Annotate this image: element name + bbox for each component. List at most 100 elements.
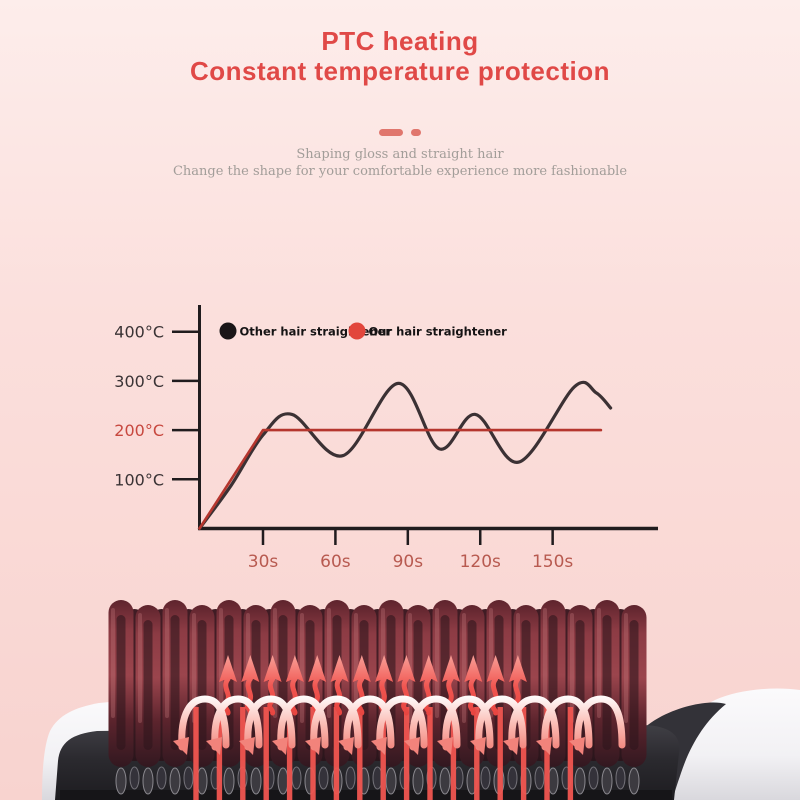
bristle-tip-back (534, 766, 545, 790)
bristle-tip (628, 767, 640, 795)
heat-up-arrow-head (263, 655, 282, 682)
heat-up-arrow-head (219, 655, 237, 682)
axis-x-tick-label: 30s (248, 552, 279, 572)
heat-up-arrow-head (419, 655, 438, 682)
brush-tooth-highlight (192, 613, 196, 723)
heat-arch-arrow-head (437, 737, 453, 755)
heat-line (544, 707, 550, 800)
divider-dashes (0, 129, 800, 136)
product-illustration-svg (42, 600, 800, 800)
heat-arch-arrow-head (173, 737, 189, 755)
brush-tooth-core (197, 620, 207, 750)
heat-arch-arrow (409, 695, 461, 751)
axis-x-tick-label: 60s (320, 552, 351, 572)
heat-line (310, 707, 316, 800)
product-illustration (0, 595, 800, 800)
legend-dot (219, 322, 237, 340)
bristle-tip-back (291, 766, 302, 790)
heat-arch-arrow (508, 695, 560, 751)
heat-line (333, 707, 340, 800)
brush-tooth-core (116, 615, 126, 750)
heat-arch-arrow-head (536, 737, 552, 755)
heat-arch-arrow-head (206, 737, 222, 755)
heat-arch-arrow (178, 695, 230, 751)
heat-arch-arrow (376, 695, 428, 751)
bristle-tip-back (129, 766, 140, 790)
heat-arch-arrow (244, 695, 296, 751)
brush-tooth-highlight (570, 613, 574, 723)
brush-tooth-core (224, 615, 234, 750)
axis-y-tick-label: 400°C (114, 323, 164, 342)
axis-y-tick-label: 300°C (114, 372, 164, 391)
page-title-line1: PTC heating (321, 26, 479, 56)
bristle-tip-back (318, 766, 329, 790)
heat-up-arrow-tail (467, 676, 477, 716)
heat-line (357, 707, 363, 800)
heat-arch-arrow (211, 695, 263, 751)
heat-arch-arrow (310, 695, 362, 751)
heat-arch-arrow-head (503, 737, 519, 755)
device-body-right (656, 688, 800, 800)
heat-arch-arrow (475, 695, 527, 751)
brush-tooth-highlight (138, 613, 142, 723)
bristle-tip (601, 767, 613, 795)
heat-up-arrow-head (308, 655, 327, 682)
bristle-tip-back (183, 766, 194, 790)
bristle-tip (439, 767, 451, 795)
brush-tooth-highlight (327, 608, 331, 718)
heat-arch-arrow (541, 695, 593, 751)
heat-line (193, 707, 199, 800)
brush-tooth-highlight (165, 608, 169, 718)
heat-up-arrow-head (486, 655, 505, 682)
heat-up-arrow-head (508, 655, 527, 682)
bristle-tip-back (480, 766, 491, 790)
bristle-tip-back (615, 766, 626, 790)
heat-arch-arrow (343, 695, 395, 751)
axis-x-tick-label: 90s (393, 552, 424, 572)
heat-line (240, 707, 246, 800)
bristle-tip (142, 767, 154, 795)
heat-arch-arrow-head (239, 737, 255, 755)
bristle-tip (115, 767, 127, 795)
tagline-line2: Change the shape for your comfortable ex… (172, 164, 628, 179)
page-title-line2: Constant temperature protection (190, 56, 610, 86)
brush-tooth-highlight (597, 608, 601, 718)
bristle-tip (277, 767, 289, 795)
heat-up-arrow-head (442, 655, 460, 682)
bristle-tip (223, 767, 235, 795)
heat-arch-arrow-head (305, 737, 321, 755)
page-header: PTC heating Constant temperature protect… (0, 26, 800, 86)
bristle-tip (412, 767, 424, 795)
bristle-tip (574, 767, 586, 795)
heat-up-arrow-head (285, 655, 304, 682)
series-our-hair-straightener (198, 428, 603, 530)
tagline-line1: Shaping gloss and straight hair (296, 147, 504, 162)
brush-tooth-highlight (543, 608, 547, 718)
brush-tooth-highlight (354, 613, 358, 723)
heat-arch-arrow (277, 695, 329, 751)
temperature-chart: 100°C 200°C 300°C 400°C 30s 60s 90s 120s 150s Oth… (0, 295, 800, 580)
heat-line (286, 707, 293, 800)
heat-arch-arrow (574, 695, 626, 751)
brush-tooth-core (629, 620, 639, 750)
heat-up-arrow-head (330, 655, 349, 682)
heat-arch-arrow-head (569, 737, 585, 755)
heat-up-arrow-head (241, 655, 260, 682)
bristle-tip-back (345, 766, 356, 790)
bristle-tip (250, 767, 262, 795)
heat-up-arrow-head (464, 655, 483, 682)
brush-tooth-highlight (111, 608, 115, 718)
brush-tooth-core (170, 615, 180, 750)
heat-line (263, 707, 269, 800)
brush-tooth-highlight (462, 613, 466, 723)
heat-line (427, 707, 433, 800)
heat-line (403, 707, 410, 800)
legend-dot (348, 322, 366, 340)
heat-line (520, 707, 527, 800)
axis-y-tick-label: 100°C (114, 470, 164, 489)
axis-x-tick-label: 120s (460, 552, 501, 572)
axis-x-tick-label: 150s (532, 552, 573, 572)
bristle-tip (169, 767, 181, 795)
